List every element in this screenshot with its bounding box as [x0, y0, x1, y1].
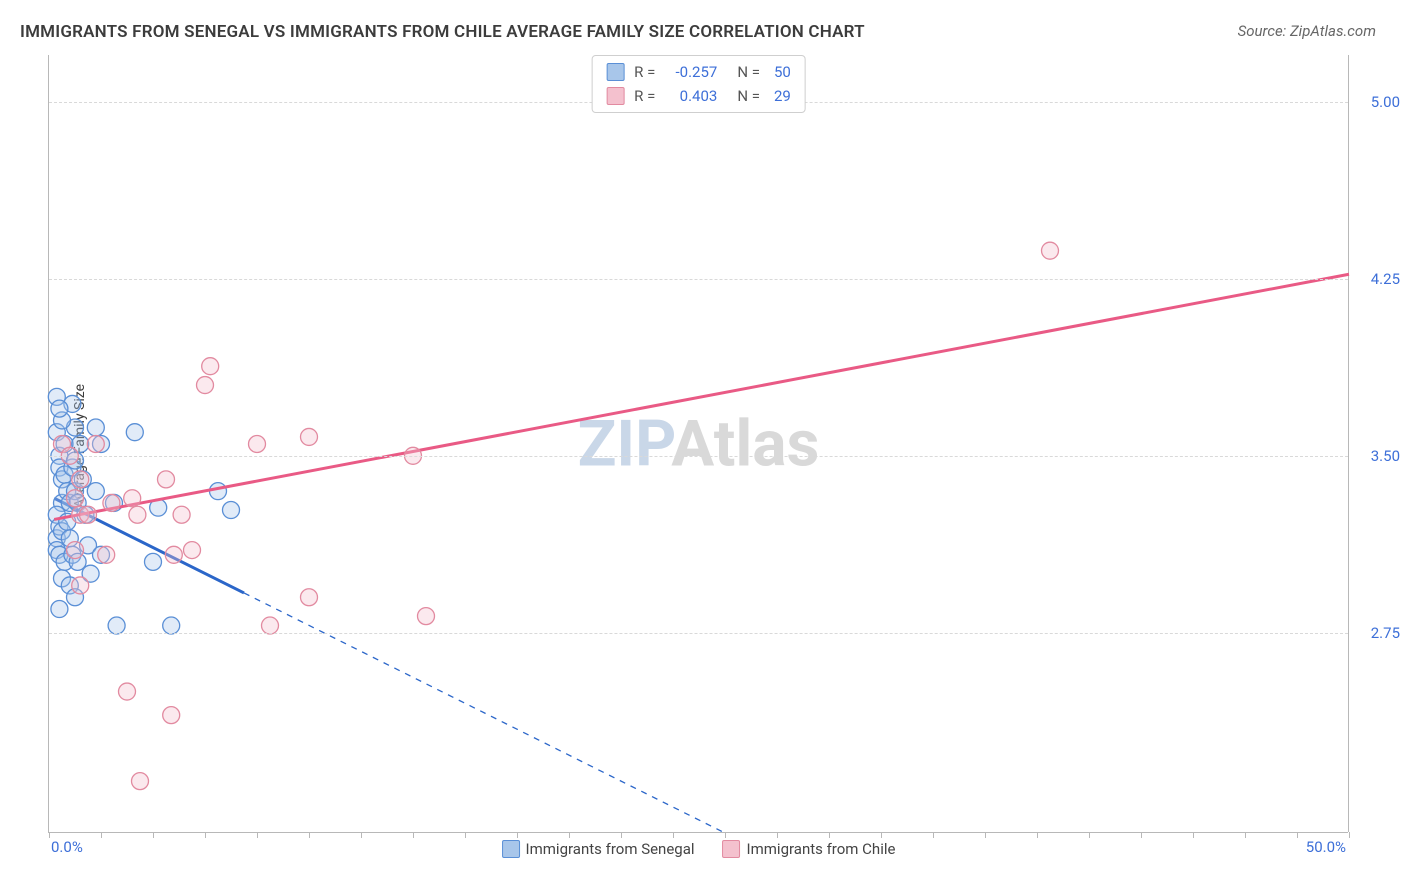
x-minor-tick [1245, 832, 1246, 838]
legend-item: Immigrants from Chile [723, 840, 896, 858]
data-point [163, 707, 180, 724]
x-minor-tick [829, 832, 830, 838]
legend-n-label: N = [737, 84, 760, 108]
x-minor-tick [361, 832, 362, 838]
x-minor-tick [621, 832, 622, 838]
x-minor-tick [49, 832, 50, 838]
trendline [54, 274, 1349, 519]
chart-title: IMMIGRANTS FROM SENEGAL VS IMMIGRANTS FR… [20, 22, 865, 42]
x-minor-tick [465, 832, 466, 838]
data-point [87, 483, 104, 500]
legend-bottom: Immigrants from Senegal Immigrants from C… [502, 840, 896, 858]
y-tick: 5.00 [1352, 93, 1400, 111]
y-tick: 3.50 [1352, 447, 1400, 465]
data-point [173, 506, 190, 523]
gridline [49, 633, 1348, 634]
x-minor-tick [1089, 832, 1090, 838]
legend-row: R = -0.257 N = 50 [606, 60, 791, 84]
data-point [72, 577, 89, 594]
x-minor-tick [777, 832, 778, 838]
x-minor-tick [933, 832, 934, 838]
chart-svg [49, 55, 1349, 833]
data-point [184, 542, 201, 559]
data-point [103, 494, 120, 511]
data-point [1042, 242, 1059, 259]
data-point [249, 436, 266, 453]
x-minor-tick [413, 832, 414, 838]
data-point [129, 506, 146, 523]
x-minor-tick [1297, 832, 1298, 838]
data-point [67, 542, 84, 559]
data-point [108, 617, 125, 634]
x-tick: 0.0% [51, 838, 83, 856]
x-minor-tick [1037, 832, 1038, 838]
legend-r-label: R = [634, 60, 655, 84]
legend-n-value: 29 [774, 84, 791, 108]
gridline [49, 279, 1348, 280]
x-minor-tick [673, 832, 674, 838]
data-point [87, 436, 104, 453]
x-minor-tick [517, 832, 518, 838]
legend-swatch [606, 63, 624, 81]
y-tick: 4.25 [1352, 270, 1400, 288]
x-minor-tick [1141, 832, 1142, 838]
data-point [145, 553, 162, 570]
data-point [165, 546, 182, 563]
x-minor-tick [205, 832, 206, 838]
data-point [87, 419, 104, 436]
legend-label: Immigrants from Senegal [526, 840, 695, 858]
data-point [301, 589, 318, 606]
plot-area: ZIPAtlas 2.753.504.255.00 0.0%50.0% R =-… [48, 55, 1348, 833]
data-point [72, 471, 89, 488]
data-point [67, 490, 84, 507]
x-minor-tick [569, 832, 570, 838]
data-point [418, 608, 435, 625]
legend-top: R = -0.257 N = 50 R = 0.403 N = 29 [591, 55, 806, 113]
legend-swatch [502, 840, 520, 858]
data-point [51, 601, 68, 618]
legend-item: Immigrants from Senegal [502, 840, 695, 858]
trendline-dashed [244, 593, 725, 833]
y-tick: 2.75 [1352, 624, 1400, 642]
legend-n-label: N = [737, 60, 760, 84]
x-minor-tick [309, 832, 310, 838]
data-point [51, 400, 68, 417]
legend-r-value: 0.403 [663, 84, 717, 108]
x-minor-tick [257, 832, 258, 838]
data-point [119, 683, 136, 700]
data-point [197, 377, 214, 394]
data-point [202, 358, 219, 375]
data-point [223, 502, 240, 519]
x-tick: 50.0% [1306, 838, 1346, 856]
data-point [126, 424, 143, 441]
data-point [262, 617, 279, 634]
data-point [98, 546, 115, 563]
legend-row: R = 0.403 N = 29 [606, 84, 791, 108]
data-point [163, 617, 180, 634]
x-minor-tick [1193, 832, 1194, 838]
gridline [49, 456, 1348, 457]
x-minor-tick [985, 832, 986, 838]
x-minor-tick [153, 832, 154, 838]
source-attribution: Source: ZipAtlas.com [1238, 22, 1376, 40]
data-point [301, 428, 318, 445]
x-minor-tick [725, 832, 726, 838]
legend-swatch [606, 87, 624, 105]
data-point [132, 773, 149, 790]
data-point [124, 490, 141, 507]
data-point [210, 483, 227, 500]
legend-label: Immigrants from Chile [747, 840, 896, 858]
legend-n-value: 50 [774, 60, 791, 84]
legend-swatch [723, 840, 741, 858]
x-minor-tick [101, 832, 102, 838]
x-minor-tick [881, 832, 882, 838]
legend-r-value: -0.257 [663, 60, 717, 84]
legend-r-label: R = [634, 84, 655, 108]
data-point [158, 471, 175, 488]
data-point [80, 506, 97, 523]
x-minor-tick [1349, 832, 1350, 838]
